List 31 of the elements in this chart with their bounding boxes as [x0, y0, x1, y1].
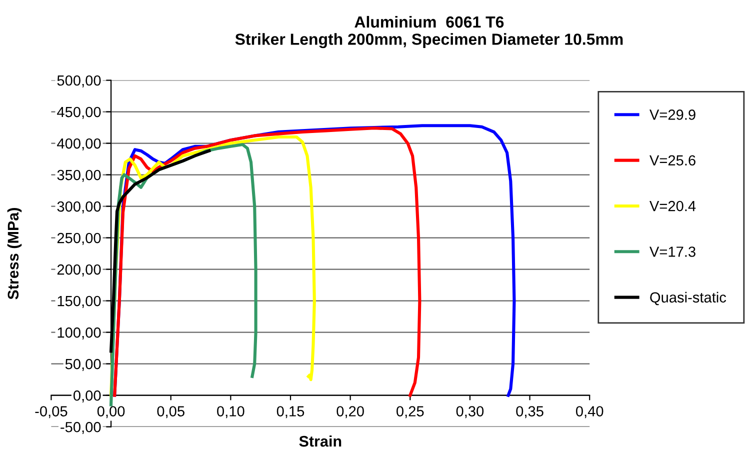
y-tick-label: 100,00 [58, 327, 101, 340]
y-tick-label: 200,00 [57, 264, 101, 276]
line-series [113, 126, 422, 397]
x-tick-label: 0,40 [576, 406, 604, 418]
x-tick-label: 0,05 [157, 406, 184, 418]
y-tick-label: 50,00 [65, 358, 101, 371]
y-tick-label: 500,00 [57, 75, 101, 88]
chart-title: Aluminium 6061 T6 Striker Length 200mm, Specimen Diameter 10.5mm [235, 16, 623, 48]
legend-label: Quasi-static [650, 292, 726, 306]
legend-label: V=17.3 [650, 246, 696, 257]
y-tick-label: 400,00 [57, 138, 101, 150]
x-tick-label: 0,00 [97, 406, 125, 418]
y-tick-label: 0,00 [73, 390, 101, 402]
x-tick-label: 0,10 [217, 406, 244, 418]
x-tick-label: 0,30 [456, 406, 484, 418]
x-tick-label: -0,05 [35, 406, 68, 418]
x-axis-title: Strain [299, 435, 342, 447]
y-tick-label: 300,00 [57, 201, 101, 214]
y-tick-label: 250,00 [57, 232, 101, 245]
x-tick-label: 0,25 [396, 406, 424, 418]
y-axis-title: Stress (MPa) [7, 208, 22, 300]
legend-label: V=20.4 [650, 200, 696, 212]
y-tick-label: 150,00 [58, 296, 101, 308]
x-tick-label: 0,35 [516, 406, 544, 418]
y-tick-label: -50,00 [60, 422, 101, 434]
x-tick-label: 0,15 [276, 406, 304, 418]
y-tick-label: 350,00 [57, 170, 101, 182]
x-tick-label: 0,20 [336, 406, 364, 418]
legend-label: V=29.9 [650, 110, 696, 120]
legend-label: V=25.6 [650, 155, 696, 166]
y-tick-label: 450,00 [57, 106, 101, 119]
